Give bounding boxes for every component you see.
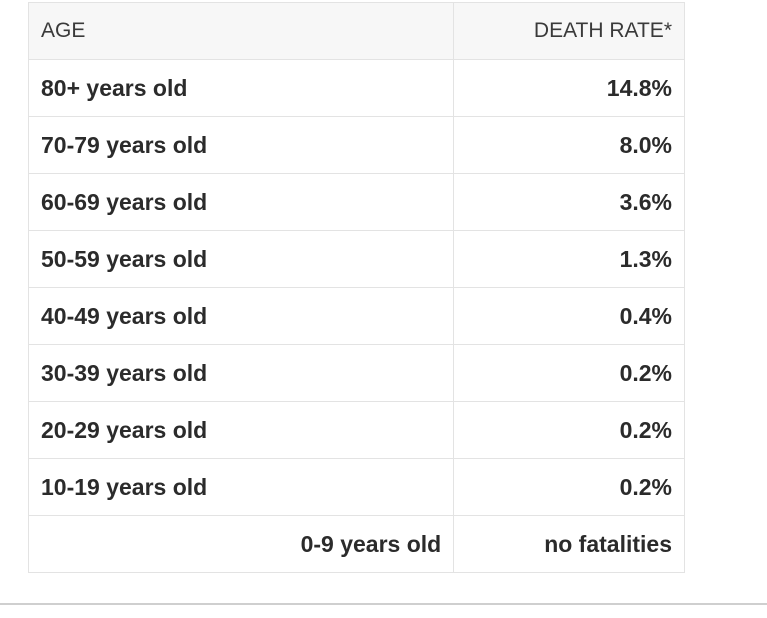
rate-cell: 0.4%	[453, 287, 685, 345]
table-row: 50-59 years old 1.3%	[27, 230, 685, 288]
age-cell: 80+ years old	[27, 59, 455, 117]
rate-cell: 0.2%	[453, 401, 685, 459]
death-rate-table: AGE DEATH RATE* 80+ years old 14.8% 70-7…	[27, 2, 685, 573]
age-cell: 10-19 years old	[27, 458, 455, 516]
age-cell: 40-49 years old	[27, 287, 455, 345]
rate-cell: no fatalities	[453, 515, 685, 573]
age-cell: 0-9 years old	[27, 515, 455, 573]
rate-cell: 0.2%	[453, 458, 685, 516]
table-row: 0-9 years old no fatalities	[27, 515, 685, 573]
rate-cell: 8.0%	[453, 116, 685, 174]
rate-cell: 14.8%	[453, 59, 685, 117]
table-header-row: AGE DEATH RATE*	[27, 2, 685, 60]
age-cell: 20-29 years old	[27, 401, 455, 459]
table-row: 60-69 years old 3.6%	[27, 173, 685, 231]
age-cell: 70-79 years old	[27, 116, 455, 174]
header-death-rate: DEATH RATE*	[453, 2, 685, 60]
age-cell: 30-39 years old	[27, 344, 455, 402]
rate-cell: 0.2%	[453, 344, 685, 402]
age-cell: 60-69 years old	[27, 173, 455, 231]
header-age: AGE	[27, 2, 455, 60]
table-row: 80+ years old 14.8%	[27, 59, 685, 117]
rate-cell: 1.3%	[453, 230, 685, 288]
table-row: 10-19 years old 0.2%	[27, 458, 685, 516]
table-row: 40-49 years old 0.4%	[27, 287, 685, 345]
bottom-divider	[0, 603, 767, 618]
table-row: 70-79 years old 8.0%	[27, 116, 685, 174]
rate-cell: 3.6%	[453, 173, 685, 231]
table-row: 20-29 years old 0.2%	[27, 401, 685, 459]
age-cell: 50-59 years old	[27, 230, 455, 288]
table-row: 30-39 years old 0.2%	[27, 344, 685, 402]
